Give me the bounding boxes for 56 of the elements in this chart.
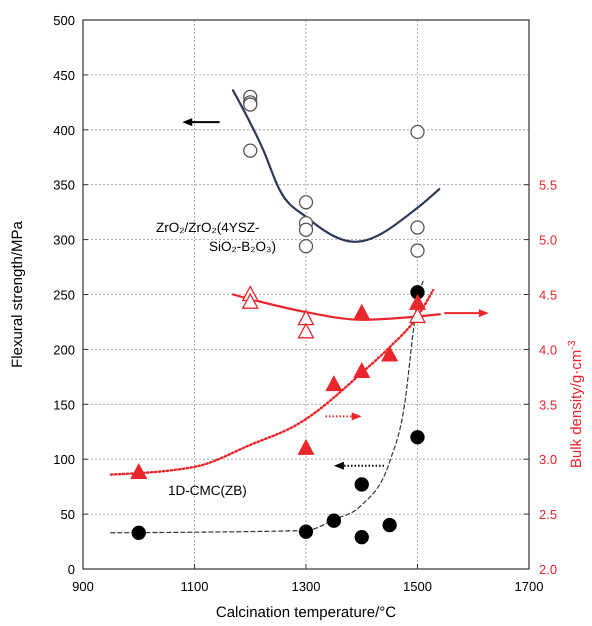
y-tick-label: 300 <box>53 232 75 248</box>
y-tick-label: 250 <box>53 288 75 302</box>
x-tick-label: 1500 <box>403 579 432 594</box>
point <box>242 294 258 309</box>
point <box>243 144 258 158</box>
point <box>354 530 369 544</box>
x-tick-label: 1700 <box>514 579 544 594</box>
point <box>354 304 370 320</box>
point <box>243 97 258 112</box>
point <box>326 514 342 528</box>
y2-tick-label: 3.0 <box>539 452 558 468</box>
x-tick-label: 1100 <box>180 579 208 594</box>
point <box>410 430 425 444</box>
y-tick-label: 350 <box>53 178 75 193</box>
point <box>298 195 314 210</box>
annotation: ZrO₂/ZrO₂(4YSZ- SiO₂-B₂O₃) <box>156 220 276 254</box>
annotation: 1D-CMC(ZB) <box>168 483 247 498</box>
y-tick-label: 400 <box>53 122 75 138</box>
y-tick-label: 150 <box>53 397 75 412</box>
point <box>298 440 314 455</box>
point <box>410 124 425 140</box>
point <box>298 524 314 539</box>
y-tick-label: 100 <box>53 452 75 468</box>
y-tick-label: 0 <box>68 562 75 577</box>
point <box>298 222 314 237</box>
point <box>130 464 147 480</box>
point <box>381 346 398 362</box>
y2-tick-label: 4.5 <box>539 288 558 302</box>
point <box>409 294 426 310</box>
y2-tick-label: 2.0 <box>539 562 558 577</box>
y2-tick-label: 3.5 <box>539 397 558 412</box>
y2-tick-label: 5.0 <box>539 232 558 248</box>
x-tick-label: 900 <box>72 579 94 594</box>
y-tick-label: 450 <box>53 68 75 83</box>
y2-tick-label: 2.5 <box>539 507 558 522</box>
point <box>409 308 426 324</box>
point <box>410 220 425 235</box>
point <box>298 323 314 338</box>
y-tick-label: 50 <box>60 507 75 522</box>
point <box>354 362 370 378</box>
y-axis-title: Flexural strength/MPa <box>9 220 26 368</box>
y2-tick-label: 4.0 <box>539 342 558 358</box>
point <box>298 239 314 254</box>
point <box>410 285 425 300</box>
y2-tick-label: 5.5 <box>539 178 558 193</box>
point <box>382 518 397 532</box>
point <box>298 310 314 326</box>
line-series <box>110 288 434 476</box>
point <box>354 477 369 492</box>
point <box>410 243 425 258</box>
x-tick-label: 1300 <box>292 579 320 594</box>
point <box>326 376 342 392</box>
x-axis-title: Calcination temperature/°C <box>216 604 396 621</box>
y-tick-label: 500 <box>53 13 75 28</box>
point <box>132 526 146 540</box>
y-tick-label: 200 <box>53 342 75 358</box>
